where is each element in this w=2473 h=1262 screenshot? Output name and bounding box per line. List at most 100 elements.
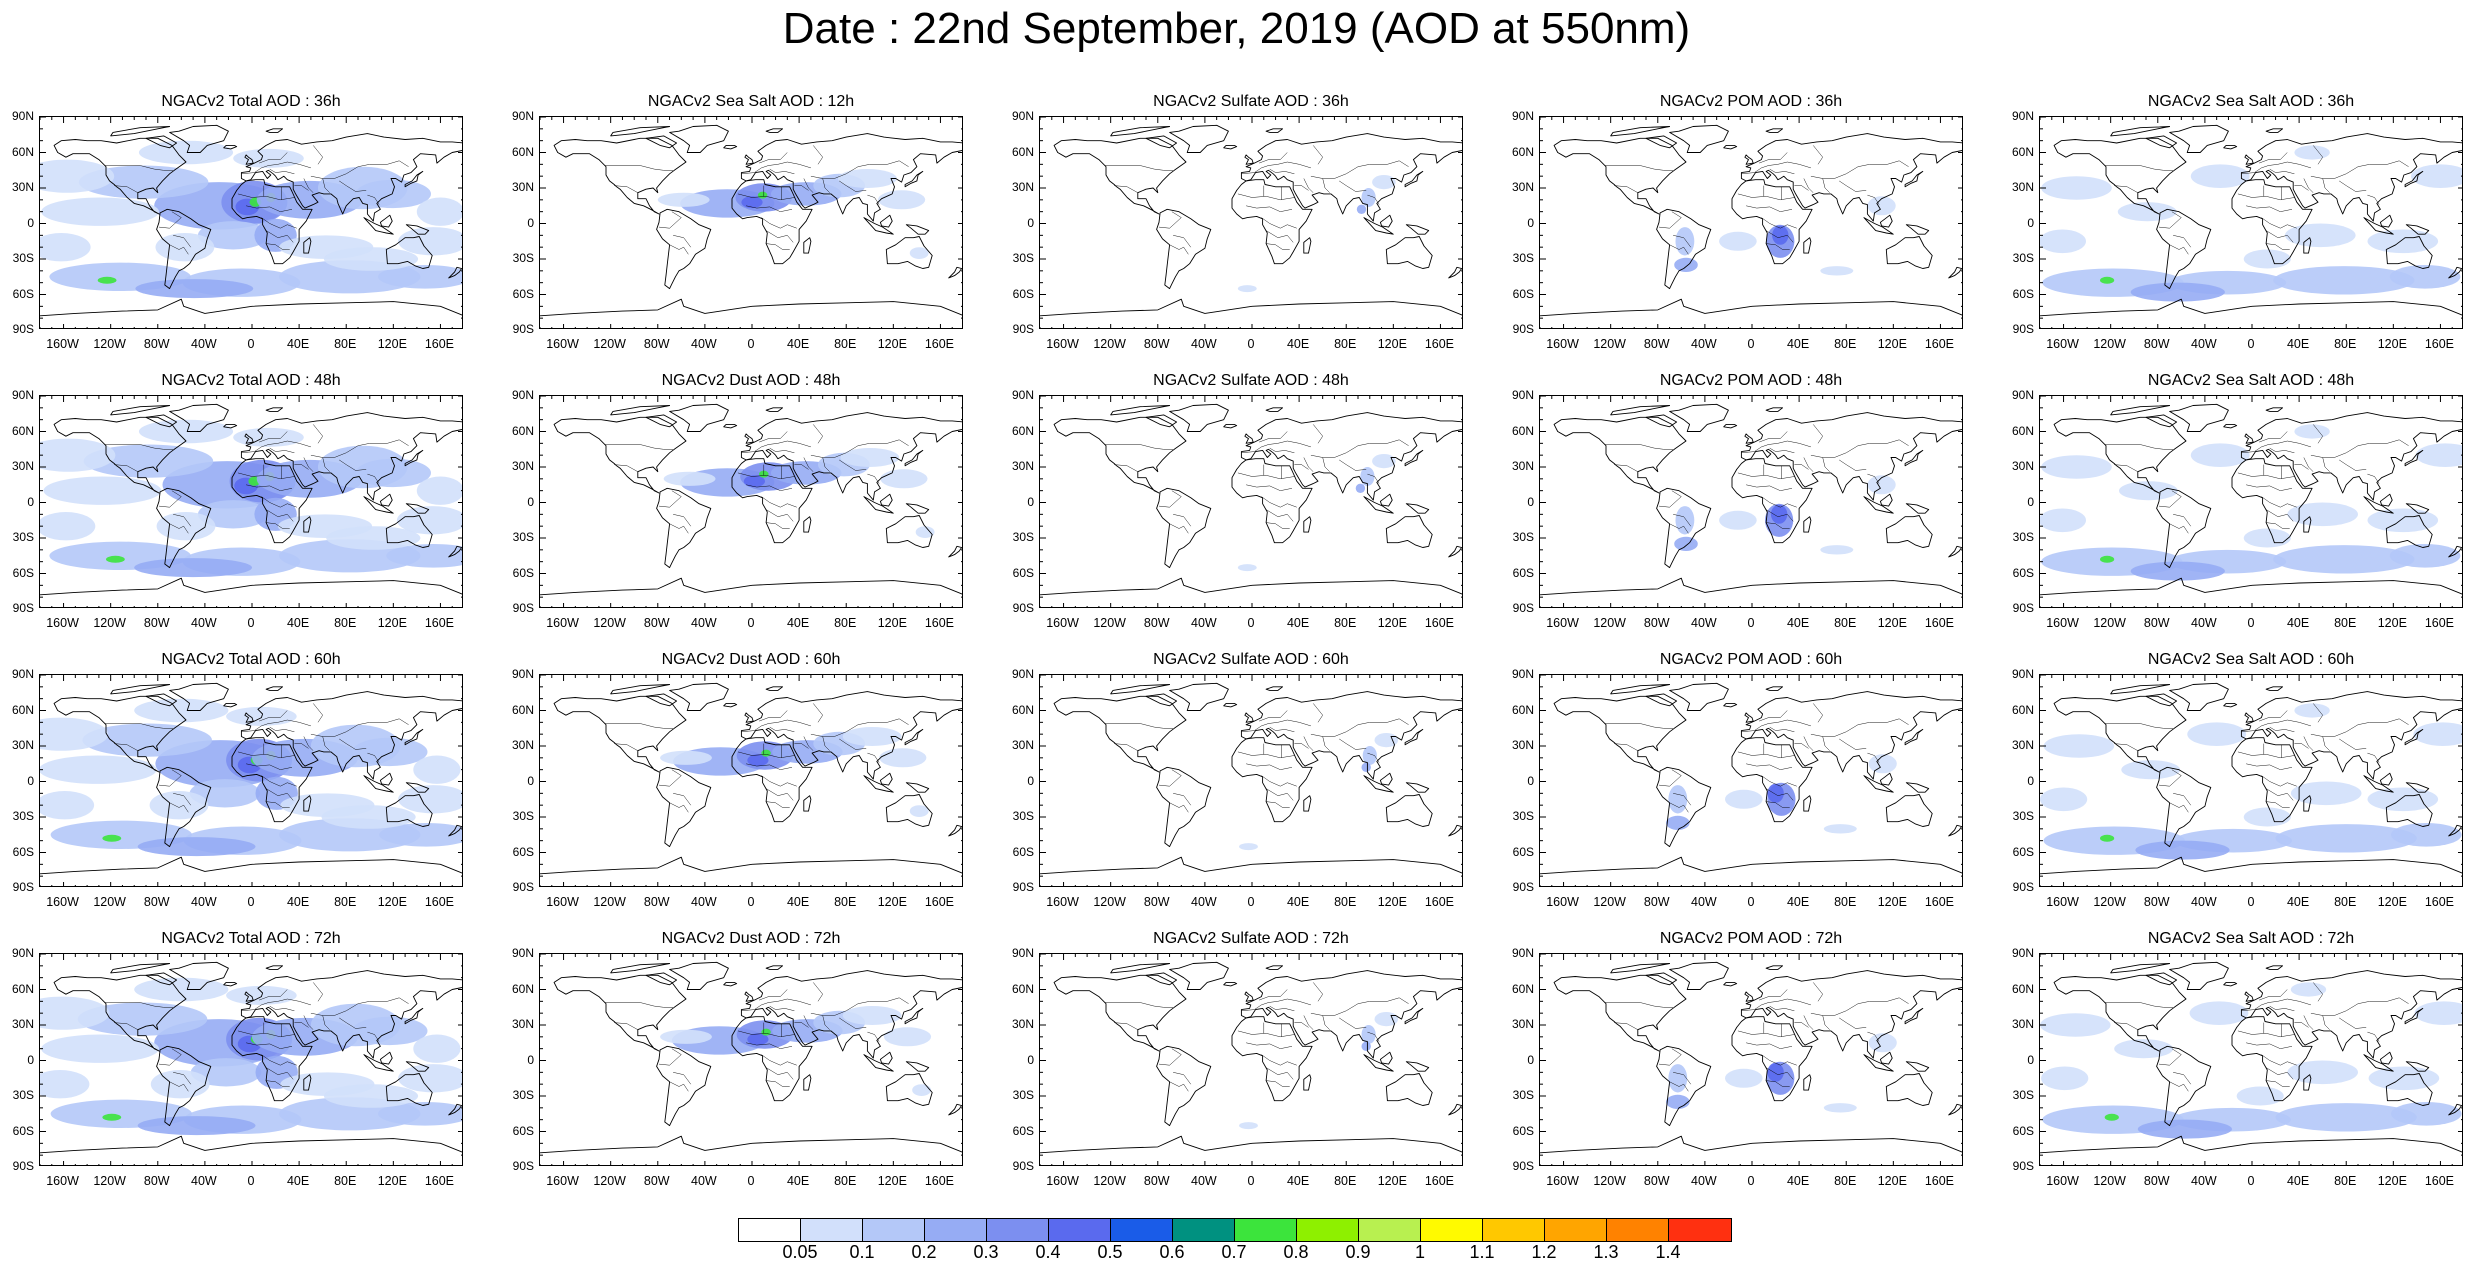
country-border bbox=[1259, 710, 1288, 722]
coastline-arcticIs bbox=[1110, 405, 1171, 416]
latitude-tick-label: 30N bbox=[1011, 180, 1034, 194]
longitude-tick-label: 80E bbox=[334, 895, 357, 909]
country-border bbox=[1294, 464, 1309, 470]
coastline-baffin bbox=[1645, 693, 1678, 707]
country-border bbox=[1237, 751, 1295, 759]
latitude-tick-label: 60N bbox=[1011, 702, 1034, 717]
country-border bbox=[1658, 211, 1682, 229]
longitude-tick-label: 0 bbox=[2247, 337, 2255, 351]
longitude-tick-label: 80W bbox=[1643, 616, 1670, 630]
longitude-tick-label: 120E bbox=[877, 895, 907, 909]
coastline-japan bbox=[1904, 728, 1924, 746]
latitude-tick-label: 90S bbox=[12, 880, 34, 894]
aod-map bbox=[2040, 396, 2462, 607]
latitude-tick-label: 0 bbox=[527, 215, 534, 230]
longitude-tick-label: 120W bbox=[93, 895, 126, 909]
aod-shading bbox=[1239, 843, 1258, 851]
map-panel-pom: NGACv2 POM AOD : 48h 90N 60N 30N 0 30S 60S 90S 1… bbox=[1500, 371, 1970, 633]
aod-shading bbox=[1237, 285, 1257, 293]
country-border bbox=[2237, 751, 2295, 759]
longitude-tick-label: 40W bbox=[1691, 337, 1717, 351]
country-border bbox=[1803, 457, 1814, 472]
coastline-africa bbox=[2231, 737, 2313, 823]
longitude-tick-label: 160W bbox=[1046, 616, 1079, 630]
country-border bbox=[246, 1042, 293, 1049]
panel-title: NGACv2 Sea Salt AOD : 12h bbox=[647, 93, 855, 110]
country-border bbox=[2246, 763, 2293, 770]
coastline-baffin bbox=[645, 414, 678, 428]
coastline-uk bbox=[1244, 433, 1254, 444]
longitude-tick-label: 40W bbox=[2191, 337, 2217, 351]
coastline-indonesia bbox=[863, 775, 894, 793]
coastlines bbox=[2040, 403, 2462, 596]
coastline-newGuinea bbox=[1405, 782, 1430, 793]
country-border bbox=[104, 165, 174, 171]
aod-shading bbox=[1823, 824, 1857, 834]
aod-field bbox=[2040, 145, 2462, 302]
country-border bbox=[1822, 457, 1830, 472]
coastline-newGuinea bbox=[905, 503, 930, 514]
longitude-tick-label: 160W bbox=[1046, 1174, 1079, 1188]
country-border bbox=[1322, 178, 1330, 193]
country-border bbox=[867, 752, 880, 763]
country-border bbox=[1803, 178, 1814, 193]
aod-shading bbox=[134, 698, 229, 723]
coastline-uk bbox=[244, 433, 254, 444]
aod-shading bbox=[2290, 781, 2362, 806]
country-border bbox=[759, 431, 788, 443]
aod-shading bbox=[416, 476, 462, 505]
coastline-uk bbox=[2244, 433, 2254, 444]
colorbar-tick-label: 0.1 bbox=[849, 1242, 875, 1262]
coastline-borneo bbox=[1879, 772, 1893, 786]
coastline-australia bbox=[885, 1073, 933, 1106]
aod-map bbox=[2040, 117, 2462, 328]
latitude-tick-label: 30N bbox=[2011, 738, 2034, 752]
coastline-madagascar bbox=[2303, 1074, 2312, 1091]
aod-shading bbox=[40, 791, 95, 820]
country-border bbox=[1246, 763, 1293, 770]
country-border bbox=[2158, 769, 2182, 787]
country-border bbox=[822, 736, 830, 751]
longitude-tick-label: 40W bbox=[1691, 895, 1717, 909]
panel-title: NGACv2 Total AOD : 72h bbox=[161, 930, 341, 947]
panel-title: NGACv2 Sea Salt AOD : 72h bbox=[2147, 930, 2355, 947]
coastline-greenland bbox=[1669, 403, 1729, 432]
country-border bbox=[2266, 522, 2290, 529]
coastline-baffin bbox=[2145, 414, 2178, 428]
latitude-tick-label: 90S bbox=[12, 322, 34, 336]
longitude-tick-label: 120E bbox=[1877, 337, 1907, 351]
colorbar-swatch bbox=[1235, 1219, 1297, 1241]
coastline-japan bbox=[1404, 170, 1424, 188]
country-border bbox=[1339, 180, 1367, 192]
coastline-newZealand bbox=[1948, 824, 1962, 837]
coastline-borneo bbox=[879, 493, 893, 507]
aod-shading bbox=[2190, 164, 2250, 188]
coastline-indonesia bbox=[1363, 1054, 1394, 1072]
country-border bbox=[2303, 736, 2314, 751]
coastline-greenland bbox=[1169, 403, 1229, 432]
coastline-svalbard bbox=[765, 128, 784, 133]
longitude-tick-label: 40E bbox=[1786, 337, 1810, 351]
coastline-arcticIs bbox=[610, 684, 671, 695]
colorbar-tick-label: 0.2 bbox=[911, 1242, 937, 1262]
aod-shading bbox=[386, 544, 462, 568]
longitude-tick-label: 80E bbox=[1834, 337, 1857, 351]
latitude-tick-label: 60N bbox=[2011, 144, 2034, 159]
latitude-tick-label: 30S bbox=[2012, 530, 2034, 544]
coastline-iceland bbox=[1223, 981, 1238, 987]
coastline-uk bbox=[2244, 991, 2254, 1002]
country-border bbox=[1669, 244, 1689, 255]
longitude-tick-label: 80W bbox=[143, 895, 170, 909]
country-border bbox=[1794, 464, 1809, 470]
coastline-newGuinea bbox=[2405, 782, 2430, 793]
coastline-madagascar bbox=[1303, 516, 1312, 533]
country-border bbox=[2367, 752, 2380, 763]
country-border bbox=[1822, 1015, 1830, 1030]
country-border bbox=[173, 514, 191, 527]
country-border bbox=[1604, 723, 1674, 729]
coastline-newZealand bbox=[1448, 545, 1462, 558]
coastline-australia bbox=[385, 1073, 433, 1106]
longitude-tick-label: 0 bbox=[747, 337, 755, 351]
longitude-tick-label: 40W bbox=[2191, 616, 2217, 630]
aod-shading bbox=[2294, 703, 2330, 718]
